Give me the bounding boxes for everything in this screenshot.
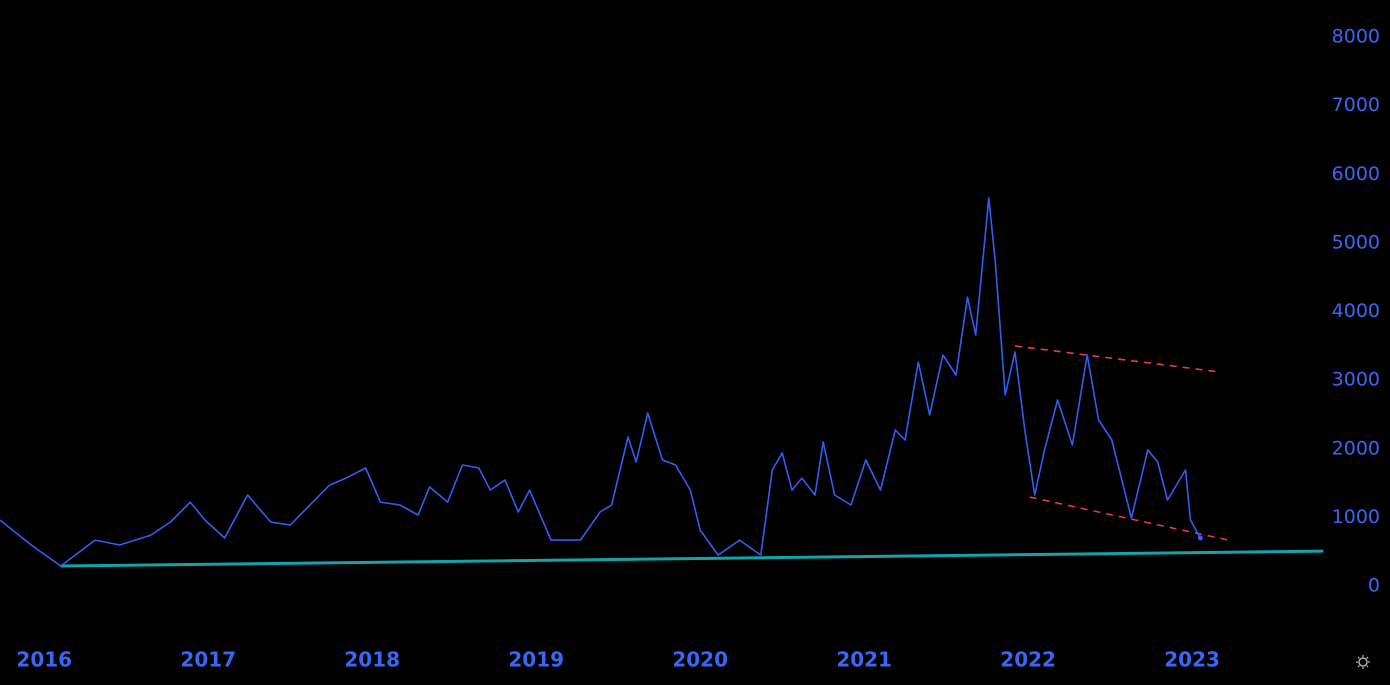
x-tick-label: 2020 xyxy=(672,648,728,672)
icon-ring xyxy=(1358,657,1368,667)
trendline xyxy=(60,549,1324,568)
icon-rays xyxy=(1356,655,1370,669)
settings-icon[interactable] xyxy=(1356,655,1370,669)
trendline xyxy=(1029,496,1229,541)
x-tick-label: 2019 xyxy=(508,648,564,672)
y-tick-label: 5000 xyxy=(1332,231,1380,253)
y-tick-label: 2000 xyxy=(1332,437,1380,459)
last-point xyxy=(1197,535,1203,541)
x-tick-label: 2021 xyxy=(836,648,892,672)
x-tick-label: 2018 xyxy=(344,648,400,672)
x-tick-label: 2022 xyxy=(1000,648,1056,672)
y-tick-label: 8000 xyxy=(1332,26,1380,48)
price-line xyxy=(0,197,1202,567)
y-tick-label: 0 xyxy=(1368,575,1380,597)
y-tick-label: 6000 xyxy=(1332,163,1380,185)
y-tick-label: 7000 xyxy=(1332,94,1380,116)
x-tick-label: 2017 xyxy=(180,648,236,672)
y-tick-label: 1000 xyxy=(1332,506,1380,528)
x-tick-label: 2023 xyxy=(1164,648,1220,672)
trendline xyxy=(1014,345,1221,373)
x-tick-label: 2016 xyxy=(16,648,72,672)
y-tick-label: 3000 xyxy=(1332,369,1380,391)
y-tick-label: 4000 xyxy=(1332,300,1380,322)
